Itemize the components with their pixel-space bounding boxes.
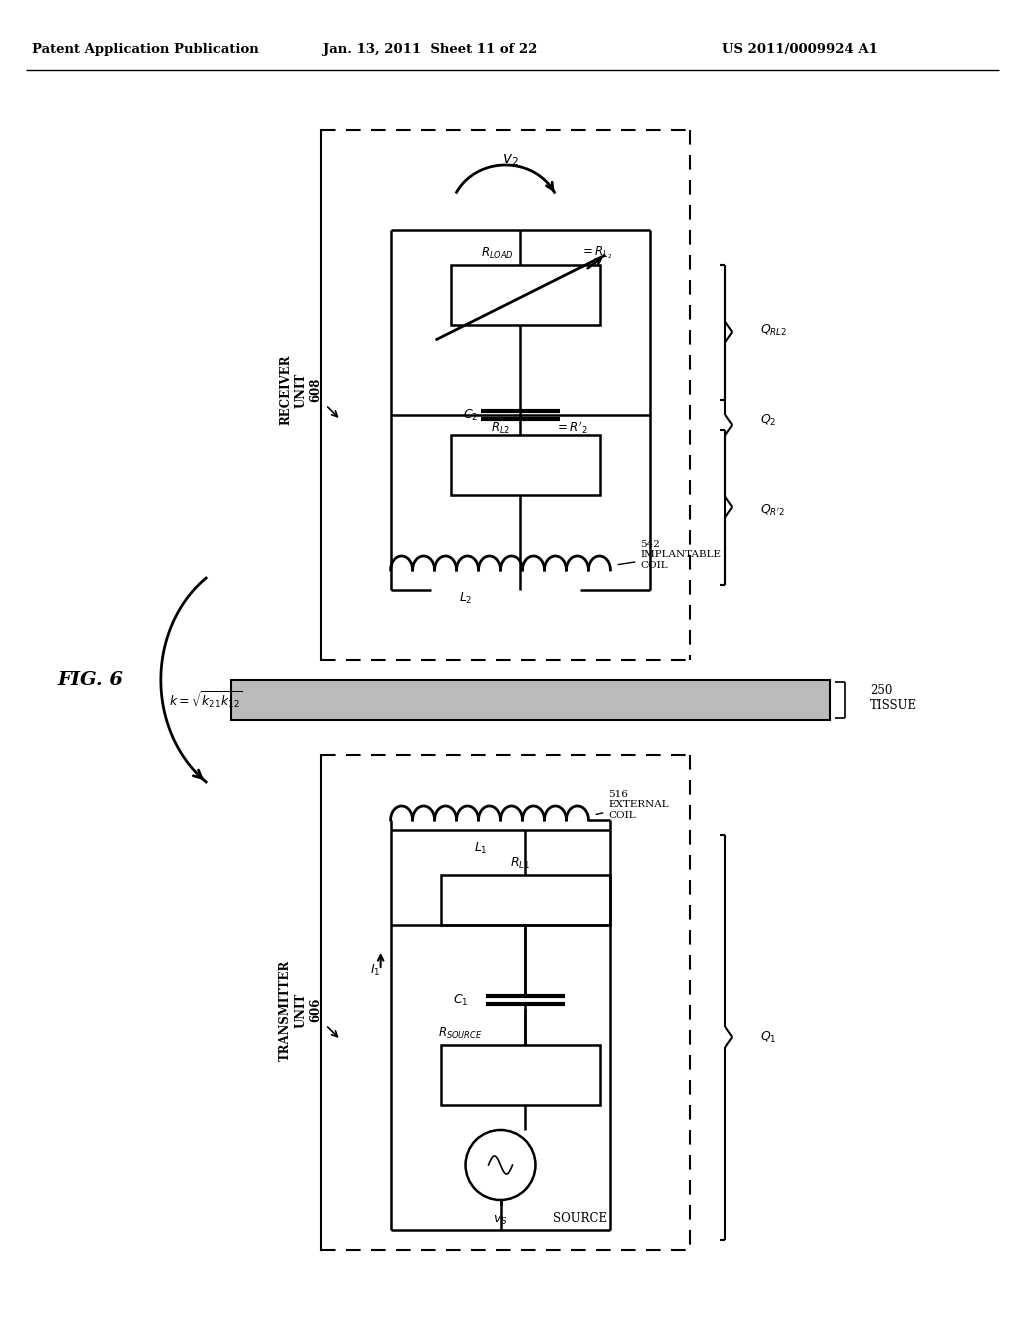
Text: TRANSMITTER
UNIT
606: TRANSMITTER UNIT 606	[280, 960, 323, 1061]
Text: 516
EXTERNAL
COIL: 516 EXTERNAL COIL	[596, 789, 669, 820]
Text: $v_2$: $v_2$	[502, 152, 519, 168]
Text: $Q_1$: $Q_1$	[760, 1030, 777, 1044]
Text: $R_{L1}$: $R_{L1}$	[510, 855, 530, 871]
Bar	[451, 436, 600, 495]
Text: RECEIVER
UNIT
608: RECEIVER UNIT 608	[280, 355, 323, 425]
Text: SOURCE: SOURCE	[553, 1212, 607, 1225]
Text: US 2011/0009924 A1: US 2011/0009924 A1	[722, 44, 879, 57]
Text: $R_{L2}$: $R_{L2}$	[490, 421, 510, 436]
Circle shape	[466, 1130, 536, 1200]
Bar	[440, 875, 610, 925]
Text: $L_1$: $L_1$	[474, 841, 487, 855]
Text: $=R'_2$: $=R'_2$	[555, 420, 588, 437]
Text: $Q_{RL2}$: $Q_{RL2}$	[760, 322, 787, 338]
Bar	[230, 680, 830, 719]
Text: $Q_2$: $Q_2$	[760, 412, 777, 428]
Text: 542
IMPLANTABLE
COIL: 542 IMPLANTABLE COIL	[618, 540, 721, 570]
Text: $R_{SOURCE}$: $R_{SOURCE}$	[438, 1026, 483, 1040]
Text: $R_{LOAD}$: $R_{LOAD}$	[480, 246, 513, 260]
Text: $v_S$: $v_S$	[494, 1213, 508, 1226]
Text: $C_1$: $C_1$	[453, 993, 469, 1007]
Text: Jan. 13, 2011  Sheet 11 of 22: Jan. 13, 2011 Sheet 11 of 22	[324, 44, 538, 57]
Text: 250
TISSUE: 250 TISSUE	[870, 684, 918, 711]
Text: $=R_{L_2}$: $=R_{L_2}$	[581, 244, 612, 261]
Text: $L_2$: $L_2$	[459, 590, 472, 606]
Text: Patent Application Publication: Patent Application Publication	[33, 44, 259, 57]
Bar	[451, 265, 600, 325]
Text: $k=\sqrt{k_{21}k_{12}}$: $k=\sqrt{k_{21}k_{12}}$	[169, 689, 243, 710]
Text: $I_1$: $I_1$	[371, 962, 381, 978]
Text: FIG. 6: FIG. 6	[58, 671, 124, 689]
Text: $C_2$: $C_2$	[463, 408, 478, 422]
Bar	[440, 1045, 600, 1105]
Text: $Q_{R'2}$: $Q_{R'2}$	[760, 503, 785, 517]
